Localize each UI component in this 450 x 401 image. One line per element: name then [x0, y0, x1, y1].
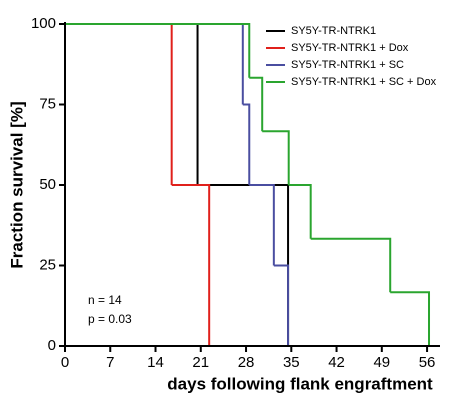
survival-step — [310, 237, 392, 293]
x-tick-label: 21 — [192, 354, 209, 371]
annotation: p = 0.03 — [88, 312, 132, 326]
survival-step — [65, 23, 173, 185]
annotation: n = 14 — [88, 293, 122, 307]
y-tick-label: 0 — [48, 337, 56, 354]
survival-step — [242, 103, 251, 185]
x-tick-label: 0 — [61, 354, 69, 371]
x-tick-label: 49 — [373, 354, 390, 371]
survival-step — [288, 184, 312, 239]
survival-step — [273, 264, 290, 346]
survival-step — [65, 23, 251, 78]
survival-step — [249, 76, 264, 132]
x-tick-label: 35 — [283, 354, 300, 371]
y-axis-label: Fraction survival [%] — [7, 101, 26, 268]
survival-step — [171, 184, 211, 346]
axes — [64, 22, 440, 347]
x-tick-label: 7 — [106, 354, 114, 371]
survival-step — [65, 23, 244, 105]
x-tick-label: 56 — [419, 354, 436, 371]
x-axis-label: days following flank engraftment — [167, 374, 433, 393]
x-tick-label: 28 — [238, 354, 255, 371]
x-tick-label: 42 — [328, 354, 345, 371]
y-tick-label: 100 — [31, 15, 56, 32]
legend-label: SY5Y-TR-NTRK1 + SC + Dox — [291, 76, 437, 88]
y-tick-label: 25 — [39, 256, 56, 273]
x-tick-label: 14 — [147, 354, 164, 371]
survival-step — [249, 184, 275, 266]
survival-step — [390, 291, 431, 346]
y-tick-label: 75 — [39, 95, 56, 112]
legend-label: SY5Y-TR-NTRK1 — [291, 25, 376, 37]
survival-step — [65, 23, 199, 185]
survival-step — [262, 130, 290, 185]
legend-label: SY5Y-TR-NTRK1 + Dox — [291, 42, 409, 54]
legend-label: SY5Y-TR-NTRK1 + SC — [291, 59, 404, 71]
y-tick-label: 50 — [39, 176, 56, 193]
